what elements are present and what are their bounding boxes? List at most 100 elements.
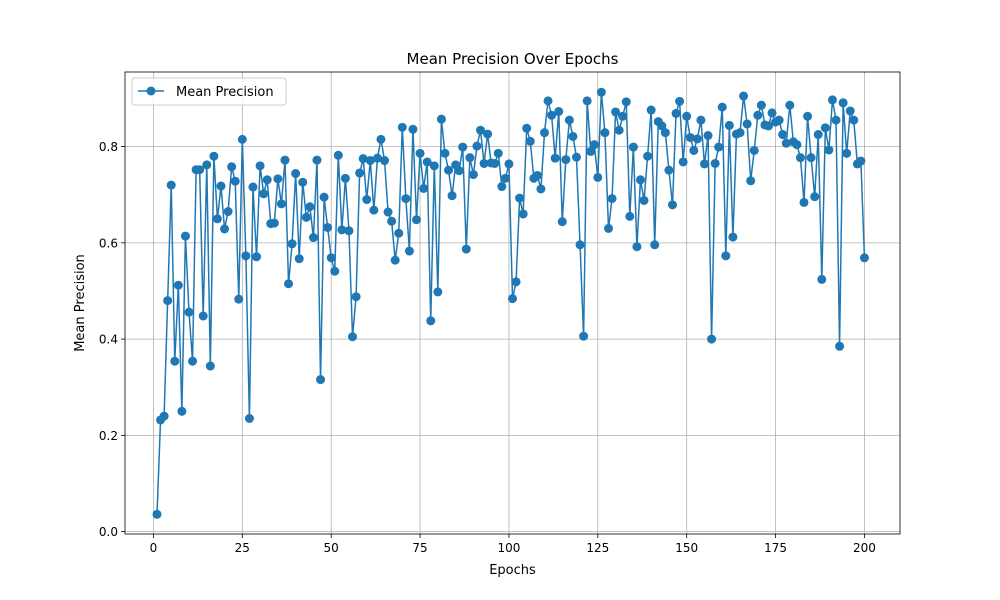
data-point [827, 95, 837, 105]
y-tick-label: 0.2 [99, 429, 118, 443]
data-point [237, 134, 247, 144]
data-point [355, 168, 365, 178]
data-point [522, 123, 532, 133]
data-point [180, 231, 190, 241]
data-point [383, 207, 393, 217]
data-point [525, 136, 535, 146]
data-point [479, 158, 489, 168]
data-point [365, 156, 375, 166]
legend-box [131, 77, 287, 106]
data-point [205, 361, 215, 371]
data-point [813, 130, 823, 140]
data-point [859, 253, 869, 263]
data-point [571, 152, 581, 162]
data-point [252, 252, 262, 262]
data-point [575, 240, 585, 250]
data-point [301, 212, 311, 222]
data-point [202, 160, 212, 170]
data-point [340, 173, 350, 183]
data-point [319, 192, 329, 202]
data-point [778, 130, 788, 140]
data-point [216, 181, 226, 191]
data-point [444, 165, 454, 175]
data-point [184, 307, 194, 317]
data-point [632, 242, 642, 252]
data-point [387, 216, 397, 226]
data-point [675, 96, 685, 106]
data-point [611, 107, 621, 117]
x-tick-label: 75 [412, 541, 427, 555]
data-point [792, 140, 802, 150]
data-point [554, 106, 564, 116]
data-point [408, 124, 418, 134]
data-point [568, 131, 578, 141]
y-tick-label: 0.8 [99, 140, 118, 154]
data-point [497, 182, 507, 192]
data-point [308, 233, 318, 243]
data-point [511, 277, 521, 287]
data-point [685, 132, 695, 142]
data-point [284, 279, 294, 289]
data-point [810, 192, 820, 202]
data-point [330, 266, 340, 276]
data-point [671, 108, 681, 118]
x-tick-label: 0 [150, 541, 158, 555]
data-point [739, 91, 749, 101]
data-point [582, 96, 592, 106]
data-point [646, 105, 656, 115]
data-point [248, 182, 258, 192]
data-point [696, 115, 706, 125]
data-point [152, 509, 162, 519]
data-point [326, 253, 336, 263]
data-point [515, 193, 525, 203]
data-point [763, 121, 773, 131]
data-point [241, 251, 251, 261]
data-point [728, 232, 738, 242]
data-point [689, 145, 699, 155]
data-point [415, 148, 425, 158]
data-point [579, 331, 589, 341]
data-point [593, 172, 603, 182]
data-point [333, 150, 343, 160]
data-point [550, 153, 560, 163]
data-point [426, 316, 436, 326]
data-point [856, 156, 866, 166]
data-point [287, 239, 297, 249]
data-point [170, 356, 180, 366]
data-point [508, 294, 517, 304]
data-point [618, 111, 628, 121]
data-point [589, 140, 599, 150]
data-point [650, 240, 660, 250]
y-tick-label: 0.6 [99, 236, 118, 250]
data-point [767, 108, 777, 118]
data-point [230, 176, 240, 186]
data-point [753, 110, 763, 120]
data-point [547, 110, 557, 120]
data-point [198, 311, 208, 321]
data-point [536, 184, 546, 194]
data-point [177, 406, 187, 416]
x-tick-label: 150 [675, 541, 698, 555]
data-point [163, 296, 173, 306]
legend: Mean Precision [131, 77, 287, 106]
data-point [234, 294, 244, 304]
data-point [298, 177, 308, 187]
data-point [433, 287, 443, 297]
data-point [500, 173, 510, 183]
data-point [820, 123, 830, 133]
data-point [845, 106, 855, 116]
data-point [376, 134, 386, 144]
data-point [294, 254, 304, 264]
data-point [276, 199, 286, 209]
data-point [543, 96, 553, 106]
data-point [682, 111, 692, 121]
x-tick-label: 50 [324, 541, 339, 555]
data-point [440, 148, 450, 158]
data-point [209, 151, 219, 161]
data-point [795, 153, 805, 163]
data-point [351, 292, 361, 302]
data-point [639, 195, 649, 205]
data-point [717, 102, 727, 112]
data-point [476, 125, 485, 135]
